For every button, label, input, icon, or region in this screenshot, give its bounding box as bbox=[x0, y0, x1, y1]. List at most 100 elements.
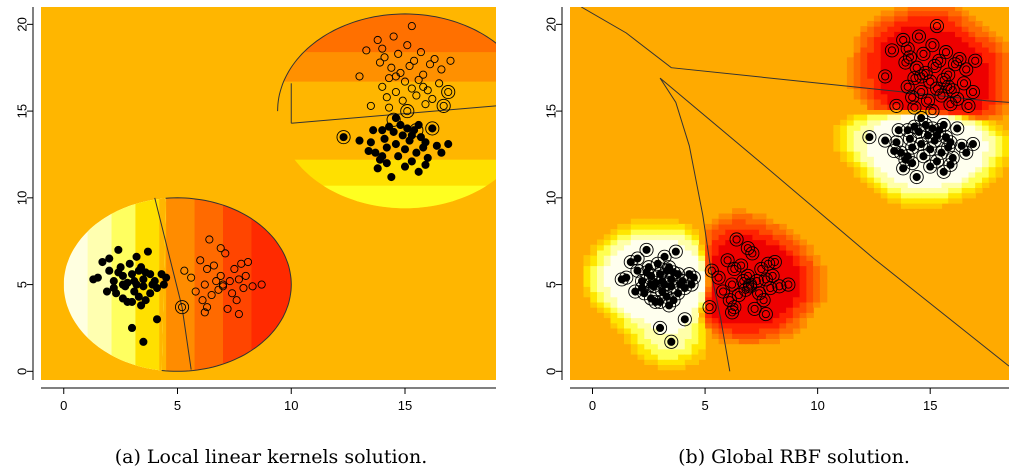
rbf-cell bbox=[691, 359, 699, 365]
rbf-cell bbox=[1002, 72, 1009, 79]
rbf-cell bbox=[988, 78, 997, 84]
rbf-cell bbox=[955, 109, 963, 116]
panel-a-y-tick-label: 15 bbox=[15, 104, 30, 118]
panel-b-x-tick-label: 15 bbox=[923, 398, 937, 413]
rbf-cell bbox=[853, 171, 862, 178]
rbf-cell bbox=[928, 187, 936, 194]
rbf-cell bbox=[711, 328, 720, 334]
panel-a-open-point bbox=[435, 79, 444, 88]
rbf-cell bbox=[880, 46, 889, 53]
rbf-cell bbox=[860, 31, 868, 38]
panel-b-support-vector-ring bbox=[756, 293, 771, 308]
rbf-cell bbox=[698, 270, 706, 277]
rbf-cell bbox=[880, 125, 889, 131]
rbf-cell bbox=[900, 72, 909, 79]
rbf-cell bbox=[779, 317, 787, 324]
panel-a-filled-point bbox=[382, 159, 391, 168]
rbf-cell bbox=[948, 98, 956, 105]
rbf-cell bbox=[867, 119, 875, 126]
rbf-cell bbox=[961, 98, 970, 105]
rbf-cell bbox=[988, 57, 997, 64]
rbf-cell bbox=[968, 161, 976, 168]
panel-b-support-vector-ring bbox=[749, 274, 764, 289]
panel-b-support-vector-ring bbox=[745, 246, 760, 261]
rbf-cell bbox=[846, 114, 855, 121]
rbf-cell bbox=[941, 57, 949, 64]
rbf-cell bbox=[732, 317, 740, 324]
rbf-cell bbox=[982, 119, 990, 126]
rbf-cell bbox=[772, 291, 780, 298]
rbf-cell bbox=[914, 161, 922, 168]
rbf-cell bbox=[1002, 161, 1009, 168]
rbf-cell bbox=[671, 260, 679, 267]
rbf-cell bbox=[691, 229, 699, 235]
rbf-cell bbox=[968, 57, 976, 64]
rbf-cell bbox=[772, 249, 780, 256]
rbf-cell bbox=[786, 301, 794, 308]
panel-b-support-vector-ring bbox=[898, 152, 913, 167]
rbf-cell bbox=[792, 322, 801, 329]
rbf-cell bbox=[880, 26, 889, 32]
rbf-cell bbox=[664, 239, 672, 246]
rbf-cell bbox=[948, 88, 956, 95]
rbf-cell bbox=[914, 62, 922, 69]
rbf-cell bbox=[846, 119, 855, 126]
rbf-cell bbox=[806, 307, 814, 313]
rbf-cell bbox=[900, 197, 909, 204]
rbf-cell bbox=[711, 322, 720, 329]
rbf-cell bbox=[900, 140, 909, 147]
rbf-cell bbox=[934, 20, 943, 27]
rbf-cell bbox=[745, 218, 753, 225]
rbf-cell bbox=[684, 296, 693, 303]
rbf-cell bbox=[941, 187, 949, 194]
panel-a-open-point bbox=[257, 280, 266, 289]
rbf-cell bbox=[873, 52, 882, 58]
rbf-cell bbox=[887, 130, 895, 136]
rbf-cell bbox=[725, 338, 733, 345]
rbf-cell bbox=[705, 275, 713, 282]
rbf-cell bbox=[907, 130, 916, 136]
rbf-cell bbox=[678, 255, 686, 261]
rbf-cell bbox=[637, 312, 645, 319]
rbf-cell bbox=[907, 192, 916, 199]
rbf-cell bbox=[988, 98, 997, 105]
rbf-cell bbox=[948, 36, 956, 43]
rbf-cell bbox=[907, 52, 916, 58]
rbf-cell bbox=[873, 26, 882, 32]
panel-b-support-vector-ring bbox=[936, 117, 951, 133]
panel-b-open-point bbox=[941, 48, 951, 57]
rbf-cell bbox=[610, 260, 618, 267]
panel-a-open-point bbox=[232, 296, 241, 305]
rbf-cell bbox=[968, 145, 976, 152]
panel-b-support-vector-ring bbox=[677, 281, 692, 296]
panel-b-support-vector-ring bbox=[965, 84, 981, 100]
rbf-cell bbox=[644, 307, 652, 313]
rbf-cell bbox=[684, 229, 693, 235]
rbf-cell bbox=[995, 151, 1003, 157]
rbf-cell bbox=[900, 7, 909, 12]
rbf-cell bbox=[1002, 93, 1009, 100]
rbf-cell bbox=[792, 281, 801, 287]
rbf-cell bbox=[637, 270, 645, 277]
rbf-cell bbox=[657, 239, 666, 246]
rbf-cell bbox=[880, 182, 889, 188]
rbf-cell bbox=[732, 265, 740, 272]
rbf-cell bbox=[664, 312, 672, 319]
rbf-cell bbox=[664, 218, 672, 225]
rbf-cell bbox=[955, 119, 963, 126]
rbf-cell bbox=[968, 46, 976, 53]
rbf-cell bbox=[982, 52, 990, 58]
rbf-cell bbox=[678, 364, 686, 371]
rbf-cell bbox=[988, 166, 997, 173]
panel-b-open-point bbox=[923, 96, 933, 105]
rbf-cell bbox=[779, 301, 787, 308]
rbf-cell bbox=[772, 260, 780, 267]
panel-b-open-point bbox=[723, 256, 732, 265]
rbf-cell bbox=[941, 109, 949, 116]
rbf-cell bbox=[955, 20, 963, 27]
panel-a-open-point bbox=[387, 63, 396, 72]
rbf-cell bbox=[644, 286, 652, 293]
rbf-cell bbox=[637, 244, 645, 251]
panel-b-support-vector-ring bbox=[781, 277, 796, 292]
rbf-cell bbox=[982, 41, 990, 48]
